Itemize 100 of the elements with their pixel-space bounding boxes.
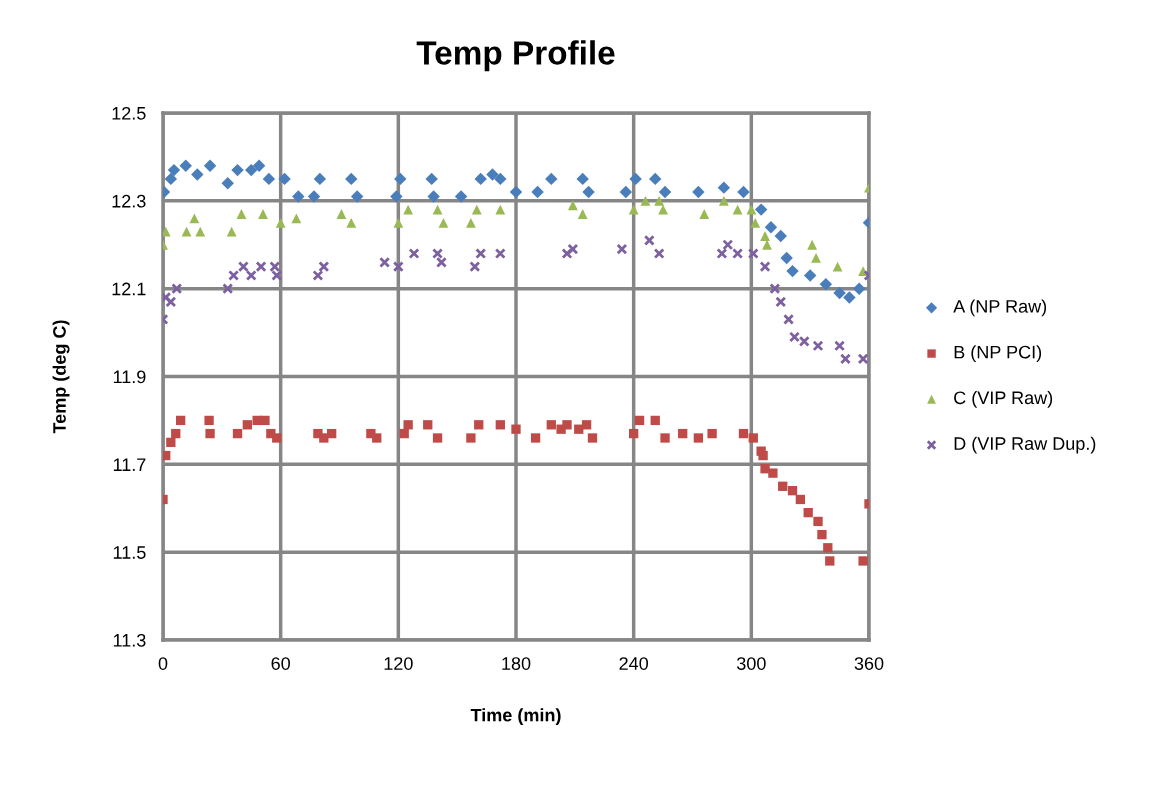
point — [732, 248, 744, 260]
point — [231, 163, 244, 177]
point — [764, 220, 778, 234]
point — [427, 190, 440, 203]
point — [312, 269, 324, 281]
point — [807, 239, 818, 250]
point — [228, 269, 240, 281]
point — [787, 486, 798, 496]
point — [486, 168, 499, 181]
point — [769, 283, 781, 295]
point — [795, 494, 806, 505]
point — [242, 420, 252, 430]
point — [693, 433, 704, 443]
point — [245, 163, 258, 177]
point — [732, 204, 743, 215]
point — [494, 172, 507, 186]
legend-label: B (NP PCI) — [954, 345, 1042, 363]
point — [260, 415, 270, 426]
point — [852, 282, 866, 295]
point — [291, 213, 302, 224]
point — [640, 195, 651, 206]
point — [236, 209, 247, 219]
point — [628, 204, 639, 215]
y-tick-label: 12.1 — [112, 282, 146, 296]
point — [469, 261, 481, 273]
point — [313, 172, 327, 186]
point — [435, 256, 447, 268]
x-tick-label: 120 — [384, 657, 413, 670]
point — [649, 172, 662, 186]
point — [658, 185, 672, 199]
point — [567, 200, 578, 211]
point — [494, 248, 506, 260]
point — [372, 433, 382, 443]
point — [167, 163, 181, 177]
point — [786, 264, 799, 278]
point — [643, 234, 655, 246]
point — [307, 190, 321, 203]
point — [511, 424, 521, 434]
point — [567, 243, 579, 255]
point — [707, 428, 717, 439]
point — [803, 269, 817, 282]
point — [616, 243, 628, 255]
point — [292, 190, 305, 203]
point — [857, 353, 869, 365]
point — [780, 251, 793, 265]
point — [171, 283, 183, 295]
point — [232, 428, 243, 439]
point — [530, 433, 541, 443]
point — [403, 204, 414, 215]
point — [754, 203, 768, 216]
point — [699, 209, 710, 219]
point — [191, 168, 204, 181]
point — [843, 291, 856, 304]
point — [561, 248, 573, 260]
point — [465, 217, 476, 228]
point — [399, 428, 409, 439]
point — [817, 529, 827, 540]
point — [474, 172, 487, 186]
point — [778, 481, 788, 491]
point — [166, 437, 176, 448]
point — [783, 313, 795, 325]
point — [189, 213, 200, 224]
x-axis-title: Time (min) — [470, 708, 561, 726]
point — [768, 468, 778, 478]
point — [245, 269, 257, 281]
point — [834, 340, 846, 352]
point — [495, 420, 505, 430]
point — [722, 239, 734, 251]
point — [839, 353, 851, 365]
point — [531, 185, 544, 199]
point — [758, 450, 768, 461]
point — [318, 261, 330, 273]
point — [203, 159, 217, 172]
point — [408, 248, 420, 260]
point — [175, 415, 186, 426]
point — [832, 261, 843, 272]
x-tick-label: 180 — [502, 657, 531, 670]
point — [423, 420, 433, 430]
point — [379, 256, 391, 268]
x-tick-label: 60 — [271, 657, 290, 670]
point — [629, 428, 639, 439]
point — [629, 172, 642, 186]
point — [582, 185, 595, 199]
point — [546, 420, 556, 430]
point — [327, 428, 337, 439]
legend-label: D (VIP Raw Dup.) — [954, 436, 1096, 454]
point — [812, 340, 824, 352]
point — [833, 286, 846, 300]
point — [392, 261, 404, 273]
point — [562, 420, 572, 430]
point — [432, 248, 444, 260]
point — [774, 229, 787, 243]
point — [717, 181, 731, 194]
point — [346, 217, 357, 228]
point — [403, 420, 413, 430]
point — [164, 172, 178, 186]
y-tick-label: 11.5 — [113, 546, 146, 559]
point — [252, 159, 266, 172]
point — [746, 204, 757, 215]
point — [619, 185, 633, 199]
